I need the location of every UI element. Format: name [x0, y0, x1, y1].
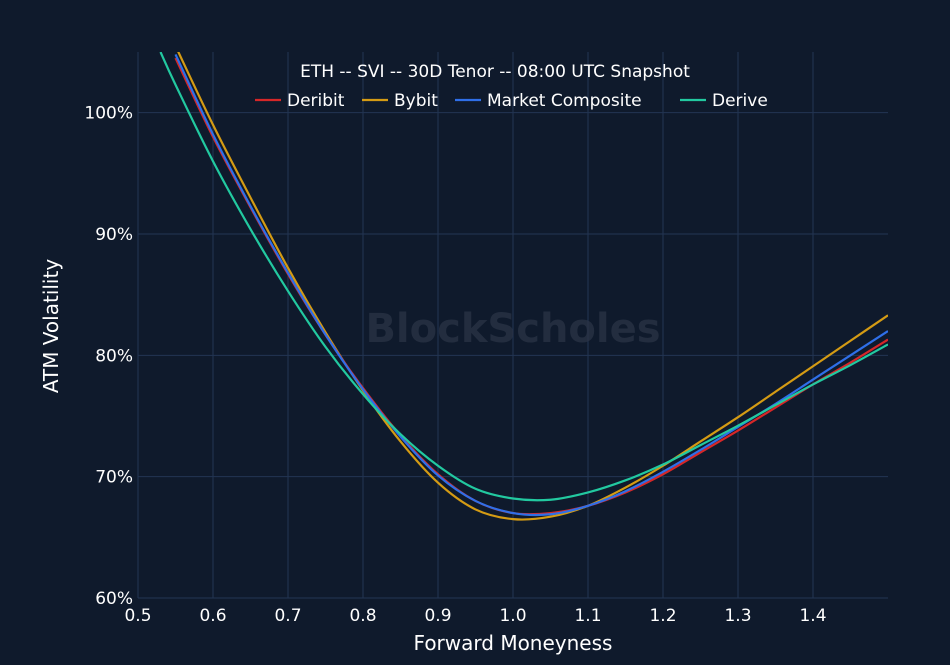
- legend[interactable]: Deribit Bybit Market Composite Derive: [255, 91, 768, 111]
- series-line-deribit: [174, 57, 888, 516]
- x-tick-label: 1.0: [499, 606, 526, 626]
- x-tick-label: 1.1: [574, 606, 601, 626]
- tick-labels: 0.5 0.6 0.7 0.8 0.9 1.0 1.1 1.2 1.3 1.4 60% 70% 80% 9…: [84, 104, 826, 626]
- series-layer: [159, 52, 888, 521]
- series-line-bybit: [177, 52, 888, 521]
- legend-label: Bybit: [394, 91, 438, 111]
- y-tick-label: 60%: [95, 589, 133, 609]
- x-tick-label: 1.3: [724, 606, 751, 626]
- x-tick-label: 1.4: [799, 606, 826, 626]
- grid: [137, 52, 888, 599]
- x-tick-label: 0.8: [349, 606, 376, 626]
- series-line-derive: [159, 52, 888, 502]
- legend-label: Market Composite: [487, 91, 642, 111]
- legend-item-bybit[interactable]: Bybit: [362, 91, 438, 111]
- legend-item-market-composite[interactable]: Market Composite: [455, 91, 642, 111]
- y-tick-label: 100%: [84, 104, 133, 124]
- y-axis-title: ATM Volatility: [39, 259, 63, 393]
- y-tick-label: 70%: [95, 468, 133, 488]
- legend-item-derive[interactable]: Derive: [680, 91, 768, 111]
- x-axis-title: Forward Moneyness: [414, 631, 613, 655]
- x-tick-label: 0.9: [424, 606, 451, 626]
- y-tick-label: 90%: [95, 225, 133, 245]
- x-tick-label: 0.6: [199, 606, 226, 626]
- x-tick-label: 0.5: [124, 606, 151, 626]
- watermark: BlockScholes: [365, 306, 660, 352]
- x-tick-label: 1.2: [649, 606, 676, 626]
- y-tick-label: 80%: [95, 346, 133, 366]
- legend-label: Derive: [712, 91, 768, 111]
- legend-label: Deribit: [287, 91, 345, 111]
- series-line-market-composite: [174, 53, 888, 517]
- chart-title: ETH -- SVI -- 30D Tenor -- 08:00 UTC Sna…: [300, 62, 690, 82]
- legend-item-deribit[interactable]: Deribit: [255, 91, 345, 111]
- x-tick-label: 0.7: [274, 606, 301, 626]
